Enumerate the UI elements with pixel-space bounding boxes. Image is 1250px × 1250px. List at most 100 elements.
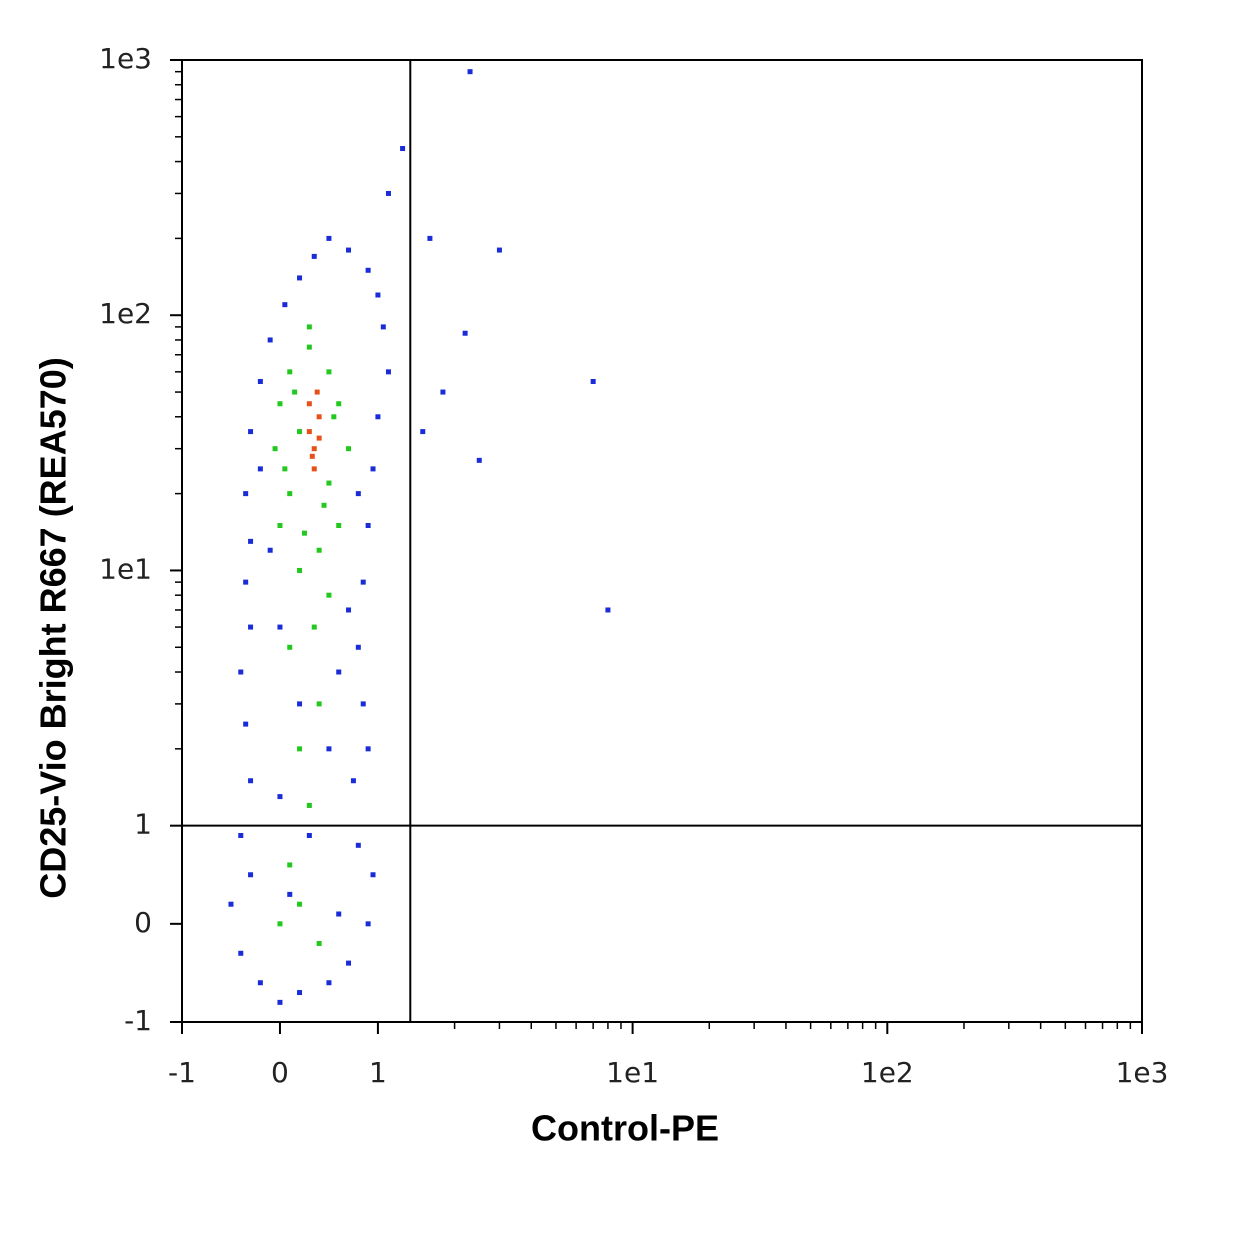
data-point xyxy=(243,579,249,585)
y-tick-label: 1 xyxy=(134,808,152,841)
data-point xyxy=(316,547,322,553)
data-point xyxy=(297,567,303,573)
data-point xyxy=(267,547,273,553)
data-point xyxy=(605,607,611,613)
data-point xyxy=(311,624,317,630)
data-point xyxy=(306,344,312,350)
data-point xyxy=(590,378,596,384)
data-point xyxy=(311,446,317,452)
data-point xyxy=(355,491,361,497)
data-point xyxy=(385,369,391,375)
data-point xyxy=(306,802,312,808)
data-point xyxy=(306,401,312,407)
data-point xyxy=(282,302,288,308)
data-point xyxy=(380,324,386,330)
data-point xyxy=(248,778,254,784)
data-point xyxy=(346,607,352,613)
data-point xyxy=(385,190,391,196)
data-point xyxy=(309,453,315,459)
data-point xyxy=(462,330,468,336)
data-point xyxy=(306,429,312,435)
data-point xyxy=(316,940,322,946)
data-point xyxy=(297,746,303,752)
data-point xyxy=(365,746,371,752)
data-point xyxy=(267,337,273,343)
data-point xyxy=(336,523,342,529)
data-point xyxy=(297,429,303,435)
data-point xyxy=(467,69,473,75)
data-point xyxy=(326,592,332,598)
data-point xyxy=(277,999,283,1005)
data-point xyxy=(370,466,376,472)
data-point xyxy=(257,980,263,986)
y-axis-title: CD25-Vio Bright R667 (REA570) xyxy=(33,357,74,898)
data-point xyxy=(336,669,342,675)
data-point xyxy=(365,921,371,927)
data-point xyxy=(238,950,244,956)
data-point xyxy=(306,324,312,330)
data-point xyxy=(314,389,320,395)
data-point xyxy=(420,429,426,435)
data-point xyxy=(306,832,312,838)
data-point xyxy=(243,721,249,727)
data-point xyxy=(297,275,303,281)
data-point xyxy=(360,701,366,707)
x-tick-label: 1 xyxy=(369,1056,387,1089)
data-point xyxy=(346,960,352,966)
data-point xyxy=(365,267,371,273)
data-point xyxy=(228,901,234,907)
y-tick-label: 0 xyxy=(134,906,152,939)
data-point xyxy=(277,794,283,800)
data-point xyxy=(360,579,366,585)
data-point xyxy=(248,429,254,435)
data-point xyxy=(287,491,293,497)
data-point xyxy=(427,235,433,241)
data-point xyxy=(476,457,482,463)
data-point xyxy=(375,292,381,298)
data-point xyxy=(440,389,446,395)
data-point xyxy=(400,146,406,152)
data-point xyxy=(355,842,361,848)
data-point xyxy=(326,980,332,986)
x-tick-label: 1e3 xyxy=(1116,1056,1169,1089)
data-point xyxy=(238,832,244,838)
data-point xyxy=(297,901,303,907)
data-point xyxy=(336,911,342,917)
data-point xyxy=(496,247,502,253)
data-point xyxy=(350,778,356,784)
y-tick-label: 1e3 xyxy=(99,42,152,75)
data-point xyxy=(277,401,283,407)
data-point xyxy=(257,466,263,472)
data-point xyxy=(277,921,283,927)
data-point xyxy=(277,523,283,529)
data-point xyxy=(375,414,381,420)
data-point xyxy=(311,253,317,259)
data-point xyxy=(365,523,371,529)
y-tick-label: 1e1 xyxy=(99,552,152,585)
data-point xyxy=(331,414,337,420)
data-point xyxy=(282,466,288,472)
data-point xyxy=(297,990,303,996)
data-point xyxy=(316,701,322,707)
x-tick-label: 0 xyxy=(271,1056,289,1089)
data-point xyxy=(287,369,293,375)
data-point xyxy=(243,491,249,497)
data-point xyxy=(297,701,303,707)
x-tick-label: 1e1 xyxy=(606,1056,659,1089)
data-point xyxy=(248,624,254,630)
data-point xyxy=(287,644,293,650)
data-point xyxy=(355,644,361,650)
data-point xyxy=(326,235,332,241)
data-point xyxy=(287,862,293,868)
data-point xyxy=(248,538,254,544)
x-axis-title: Control-PE xyxy=(531,1108,719,1149)
plot-frame xyxy=(181,59,1143,1023)
data-point xyxy=(272,446,278,452)
data-point xyxy=(301,530,307,536)
y-tick-label: -1 xyxy=(124,1004,152,1037)
data-point xyxy=(316,435,322,441)
data-point xyxy=(326,480,332,486)
data-point xyxy=(346,446,352,452)
